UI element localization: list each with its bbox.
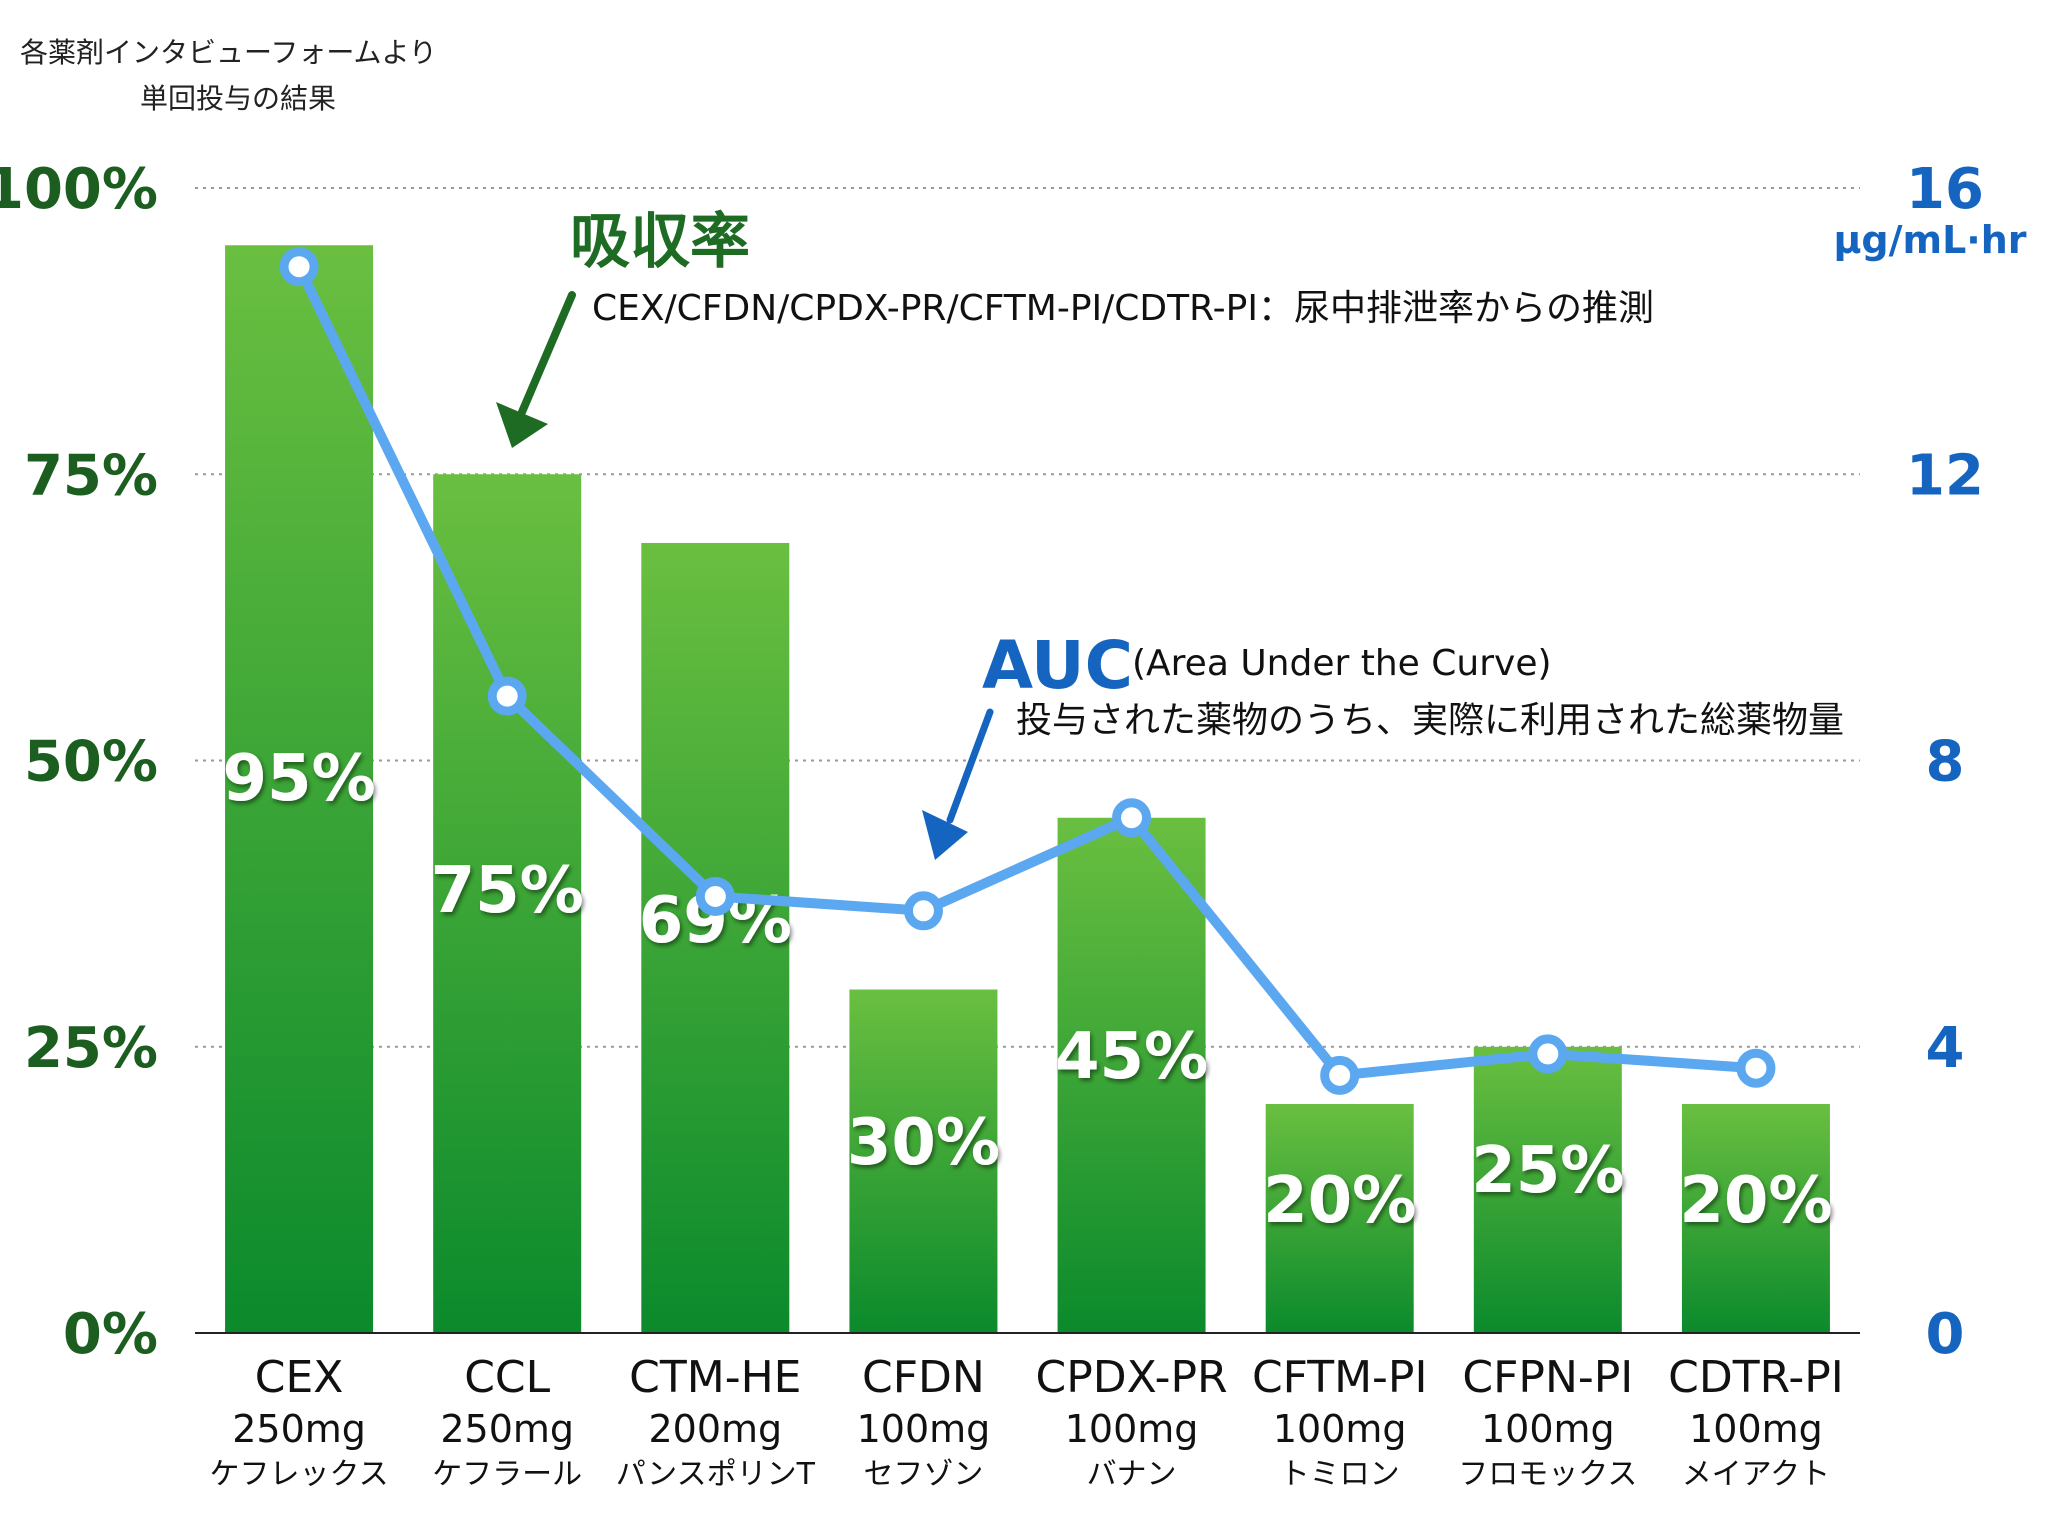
absorption-arrow [496, 291, 576, 448]
auc-point [1320, 1055, 1360, 1095]
x-brand-label: パンスポリンT [616, 1457, 816, 1492]
left-axis-ticks: 0% 25% 50% 75% 100% [0, 157, 158, 1367]
x-category-label: CEX [255, 1352, 344, 1403]
left-axis-tick-label: 50% [24, 730, 158, 795]
x-dose-label: 100mg [1481, 1407, 1615, 1451]
x-category-label: CPDX-PR [1036, 1352, 1228, 1403]
x-brand-label: ケフラール [432, 1457, 582, 1492]
x-dose-label: 250mg [440, 1407, 574, 1451]
x-brand-label: フロモックス [1458, 1457, 1637, 1492]
bar-value-label: 20% [1263, 1164, 1416, 1238]
x-dose-label: 100mg [1065, 1407, 1199, 1451]
x-category-label: CFTM-PI [1252, 1352, 1427, 1403]
left-axis-tick-label: 100% [0, 157, 158, 222]
right-axis-tick-label: 4 [1926, 1016, 1965, 1081]
x-axis-labels: CEX250mgケフレックスCCL250mgケフラールCTM-HE200mgパン… [210, 1352, 1844, 1492]
bar-cftm-pi [1265, 1104, 1414, 1333]
left-axis-tick-label: 0% [63, 1302, 158, 1367]
auc-point [487, 676, 527, 716]
bar-value-label: 25% [1471, 1134, 1624, 1208]
x-category-label: CFPN-PI [1462, 1352, 1633, 1403]
x-brand-label: セフゾン [863, 1457, 983, 1492]
bar-value-labels: 95%75% 69%30%45%20% 25% 20% [222, 742, 1832, 1238]
auc-point [1528, 1034, 1568, 1074]
gridlines [195, 187, 1860, 1048]
auc-line [294, 261, 1761, 1081]
right-axis-tick-label: 8 [1926, 730, 1965, 795]
x-dose-label: 100mg [857, 1407, 991, 1451]
bar-value-label: 45% [1055, 1020, 1208, 1094]
x-category-label: CDTR-PI [1668, 1352, 1844, 1403]
x-category-label: CFDN [862, 1352, 985, 1403]
auc-subtitle: (Area Under the Curve) [1132, 643, 1552, 684]
left-axis-tick-label: 25% [24, 1016, 158, 1081]
right-axis-ticks: 0 4 8 12 16 [1906, 157, 1984, 1367]
x-dose-label: 100mg [1689, 1407, 1823, 1451]
auc-point [903, 891, 943, 931]
auc-point [1736, 1048, 1776, 1088]
absorption-title: 吸収率 [570, 207, 750, 277]
auc-title: AUC [982, 627, 1133, 704]
bar-ccl [433, 474, 582, 1333]
left-axis-tick-label: 75% [24, 443, 158, 508]
x-brand-label: メイアクト [1682, 1457, 1831, 1492]
right-axis-unit: μg/mL·hr [1833, 218, 2026, 262]
right-axis-tick-label: 12 [1906, 443, 1984, 508]
bar-cex [225, 245, 374, 1333]
bar-cpdx-pr [1057, 817, 1206, 1333]
bar-ctm-he [641, 542, 790, 1333]
auc-note: 投与された薬物のうち、実際に利用された総薬物量 [1016, 700, 1844, 741]
source-note-line1: 各薬剤インタビューフォームより [20, 36, 437, 69]
x-brand-label: バナン [1087, 1457, 1177, 1492]
x-dose-label: 250mg [232, 1407, 366, 1451]
auc-point [695, 876, 735, 916]
auc-line-series [279, 247, 1776, 1095]
bar-cdtr-pi [1681, 1104, 1830, 1333]
auc-arrow [922, 708, 994, 860]
auc-point [1112, 798, 1152, 838]
bar-cfdn [849, 989, 998, 1333]
source-note-line2: 単回投与の結果 [140, 82, 336, 115]
x-dose-label: 200mg [648, 1407, 782, 1451]
bars [225, 245, 1830, 1333]
x-dose-label: 100mg [1273, 1407, 1407, 1451]
right-axis-tick-label: 16 [1906, 157, 1984, 222]
absorption-note: CEX/CFDN/CPDX-PR/CFTM-PI/CDTR-PI：尿中排泄率から… [592, 288, 1654, 329]
bar-value-label: 95% [222, 742, 375, 816]
bar-cfpn-pi [1473, 1046, 1622, 1333]
auc-point [279, 247, 319, 287]
x-brand-label: ケフレックス [210, 1457, 389, 1492]
x-brand-label: トミロン [1280, 1457, 1400, 1492]
bar-value-label: 75% [431, 854, 584, 928]
x-category-label: CCL [464, 1352, 550, 1403]
bar-value-label: 30% [847, 1106, 1000, 1180]
right-axis-tick-label: 0 [1926, 1302, 1965, 1367]
x-category-label: CTM-HE [629, 1352, 801, 1403]
bar-value-label: 20% [1679, 1164, 1832, 1238]
